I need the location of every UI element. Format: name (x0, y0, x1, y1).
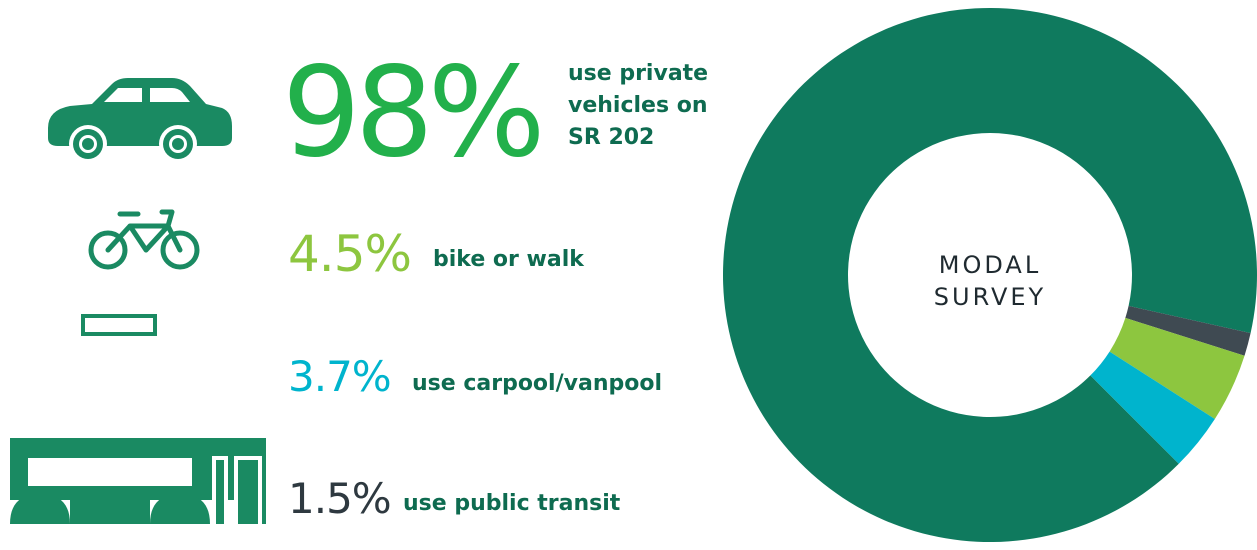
description: use carpool/vanpool (412, 371, 662, 396)
percent-label: 1.5% (288, 474, 391, 523)
donut-segment (1109, 317, 1245, 419)
description: SR 202 (568, 125, 654, 150)
van-icon (81, 314, 157, 336)
donut-segment (722, 8, 1257, 543)
description: use public transit (403, 491, 621, 516)
percent-label: 98% (282, 41, 540, 185)
percent-label: 3.7% (288, 352, 391, 401)
bike-icon (88, 209, 200, 270)
center-label: SURVEY (934, 283, 1046, 311)
description: bike or walk (433, 247, 585, 272)
description: vehicles on (568, 93, 708, 118)
donut-segment (1125, 305, 1251, 356)
bus-icon (0, 438, 280, 550)
donut-segment (1090, 351, 1215, 464)
percent-label: 4.5% (288, 225, 411, 283)
center-label: MODAL (939, 251, 1041, 279)
description: use private (568, 61, 708, 86)
car-icon (48, 78, 232, 163)
